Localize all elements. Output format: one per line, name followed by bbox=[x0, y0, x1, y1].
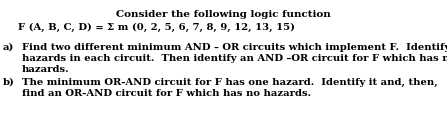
Text: b): b) bbox=[3, 78, 15, 87]
Text: find an OR-AND circuit for F which has no hazards.: find an OR-AND circuit for F which has n… bbox=[22, 89, 311, 98]
Text: hazards.: hazards. bbox=[22, 65, 70, 74]
Text: F (A, B, C, D) = Σ m (0, 2, 5, 6, 7, 8, 9, 12, 13, 15): F (A, B, C, D) = Σ m (0, 2, 5, 6, 7, 8, … bbox=[18, 23, 295, 32]
Text: Consider the following logic function: Consider the following logic function bbox=[116, 10, 331, 19]
Text: Find two different minimum AND – OR circuits which implement F.  Identify two: Find two different minimum AND – OR circ… bbox=[22, 43, 447, 52]
Text: The minimum OR-AND circuit for F has one hazard.  Identify it and, then,: The minimum OR-AND circuit for F has one… bbox=[22, 78, 438, 87]
Text: hazards in each circuit.  Then identify an AND –OR circuit for F which has no: hazards in each circuit. Then identify a… bbox=[22, 54, 447, 63]
Text: a): a) bbox=[3, 43, 14, 52]
